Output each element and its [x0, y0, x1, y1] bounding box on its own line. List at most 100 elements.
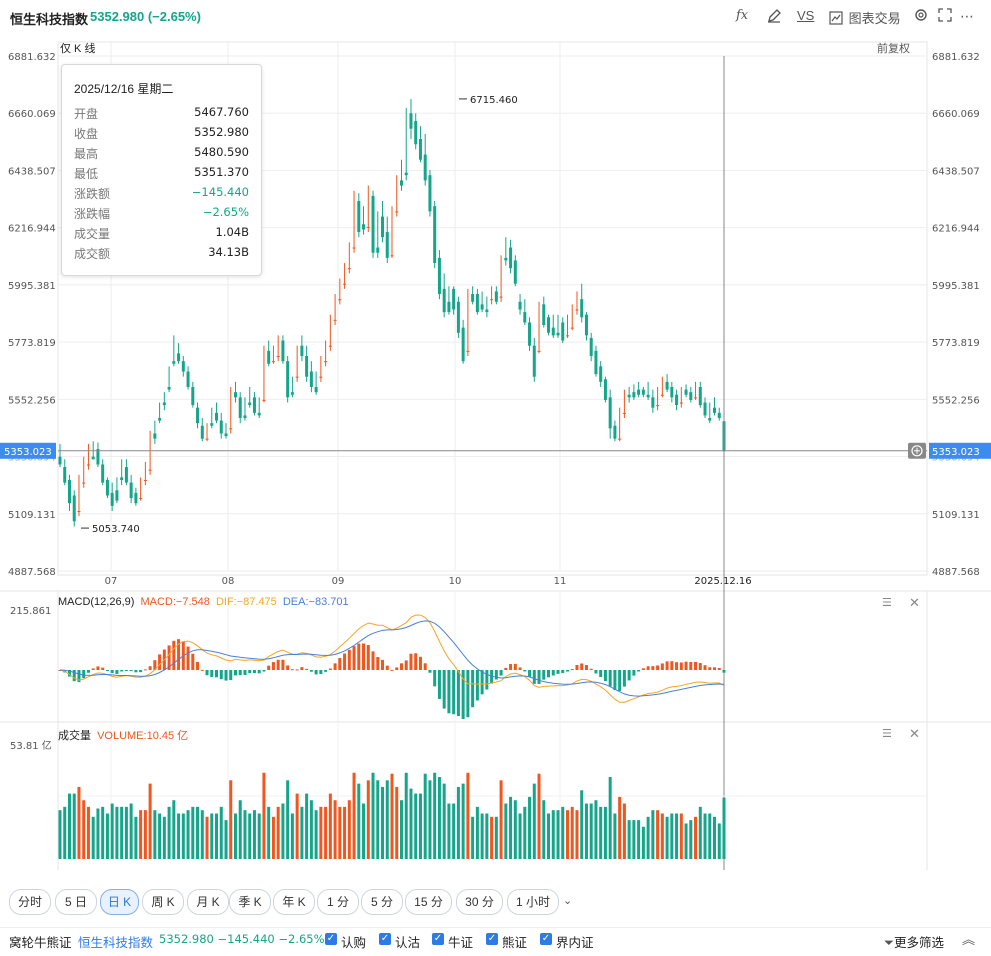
checkbox-call-label[interactable]: 认购: [341, 936, 367, 950]
candle-body: [352, 247, 356, 249]
volume-bar: [110, 803, 114, 859]
macd-bar: [243, 670, 247, 675]
candle-body: [523, 312, 527, 323]
macd-bar: [428, 670, 432, 673]
volume-bar: [646, 816, 650, 859]
tf-30min[interactable]: 30 分: [456, 889, 503, 915]
checkbox-put-label[interactable]: 认沽: [395, 936, 421, 950]
volume-bar: [698, 806, 702, 859]
candle-body: [547, 317, 551, 333]
chart-trade-button[interactable]: 图表交易: [829, 8, 901, 27]
checkbox-bear-icon[interactable]: ✓: [486, 933, 498, 945]
formula-icon[interactable]: fx: [736, 8, 749, 23]
more-filter-button[interactable]: ⏷更多筛选: [884, 936, 945, 950]
macd-bar: [442, 670, 446, 709]
candle-body: [243, 415, 247, 418]
checkbox-call-icon[interactable]: ✓: [325, 933, 337, 945]
macd-bar: [689, 661, 693, 670]
tf-monthly[interactable]: 月 K: [187, 889, 229, 915]
macd-bar: [456, 670, 460, 717]
tf-intraday[interactable]: 分时: [9, 889, 51, 915]
macd-bar: [286, 665, 290, 670]
volume-bar: [376, 780, 380, 859]
macd-bar: [271, 662, 275, 670]
tf-5min[interactable]: 5 分: [361, 889, 403, 915]
volume-bar: [570, 806, 574, 859]
tf-weekly[interactable]: 周 K: [142, 889, 184, 915]
macd-bar: [139, 670, 143, 673]
tooltip-row-low: 最低 5351.370: [74, 165, 249, 181]
candle-body: [347, 268, 351, 270]
checkbox-bull-label[interactable]: 牛证: [448, 936, 474, 950]
candle-body: [333, 319, 337, 321]
macd-bar: [252, 670, 256, 674]
macd-bar: [670, 661, 674, 670]
pen-icon[interactable]: [766, 8, 782, 27]
collapse-icon[interactable]: ︽: [962, 932, 976, 947]
volume-bar: [608, 776, 612, 859]
tf-1min[interactable]: 1 分: [317, 889, 359, 915]
macd-bar: [82, 670, 86, 679]
candle-body: [248, 402, 252, 406]
more-icon[interactable]: ⋯: [960, 8, 975, 24]
candle-body: [343, 283, 347, 285]
candle-body: [148, 469, 152, 471]
instrument-title: 恒生科技指数: [10, 12, 89, 27]
volume-bar: [547, 813, 551, 859]
volume-bar: [362, 803, 366, 859]
candle-body: [499, 296, 503, 298]
volume-bar: [200, 810, 204, 859]
macd-bar: [72, 670, 76, 682]
volume-bar: [72, 793, 76, 859]
crosshair-value-left: 5353.023: [4, 447, 52, 458]
volume-bar: [309, 800, 313, 859]
candle-body: [689, 392, 693, 400]
tf-quarterly[interactable]: 季 K: [229, 889, 271, 915]
macd-bar: [575, 665, 579, 670]
checkbox-put-icon[interactable]: ✓: [379, 933, 391, 945]
macd-bar: [528, 670, 532, 677]
macd-bar: [324, 670, 328, 672]
tf-5day[interactable]: 5 日: [55, 889, 97, 915]
macd-bar: [105, 670, 109, 671]
x-tick-label: 08: [222, 576, 235, 587]
fullscreen-icon[interactable]: [938, 8, 952, 25]
tf-1hour[interactable]: 1 小时: [507, 889, 559, 915]
chart-area[interactable]: 6881.632 6881.632 6660.069 6660.069 6438.507…: [0, 34, 991, 880]
macd-bar: [229, 670, 233, 681]
volume-bar: [490, 816, 494, 859]
volume-settings-icon[interactable]: ☰: [882, 728, 892, 740]
volume-close-icon[interactable]: ✕: [909, 726, 920, 741]
tf-more-chevron-icon[interactable]: ⌄: [563, 895, 573, 907]
tf-daily[interactable]: 日 K: [100, 889, 139, 915]
macd-bar: [589, 668, 593, 670]
macd-settings-icon[interactable]: ☰: [882, 597, 892, 609]
macd-close-icon[interactable]: ✕: [909, 595, 920, 610]
volume-bar: [210, 813, 214, 859]
candle-body: [618, 438, 622, 440]
tf-yearly[interactable]: 年 K: [273, 889, 315, 915]
macd-bar: [703, 665, 707, 670]
dea-line: [59, 620, 725, 697]
checkbox-inline-icon[interactable]: ✓: [540, 933, 552, 945]
candle-body: [437, 257, 441, 295]
checkbox-inline-label[interactable]: 界内证: [556, 936, 594, 950]
tf-15min[interactable]: 15 分: [405, 889, 452, 915]
volume-bar: [143, 810, 147, 859]
volume-bar: [196, 806, 200, 859]
candle-body: [428, 175, 432, 212]
warrant-underlying[interactable]: 恒生科技指数: [78, 936, 154, 950]
volume-bar: [357, 783, 361, 859]
y-tick-label-right: 6660.069: [932, 109, 980, 120]
adjust-mode[interactable]: 前复权: [877, 43, 910, 55]
y-tick-label-right: 5995.381: [932, 281, 980, 292]
checkbox-bull-icon[interactable]: ✓: [432, 933, 444, 945]
volume-y-top: 53.81 亿: [10, 741, 52, 752]
compare-icon[interactable]: VS: [797, 8, 815, 23]
macd-bar: [385, 665, 389, 670]
candle-body: [72, 495, 76, 522]
volume-bar: [665, 816, 669, 859]
plus-circle-icon: [911, 445, 923, 457]
settings-icon[interactable]: [914, 8, 928, 25]
checkbox-bear-label[interactable]: 熊证: [502, 936, 528, 950]
